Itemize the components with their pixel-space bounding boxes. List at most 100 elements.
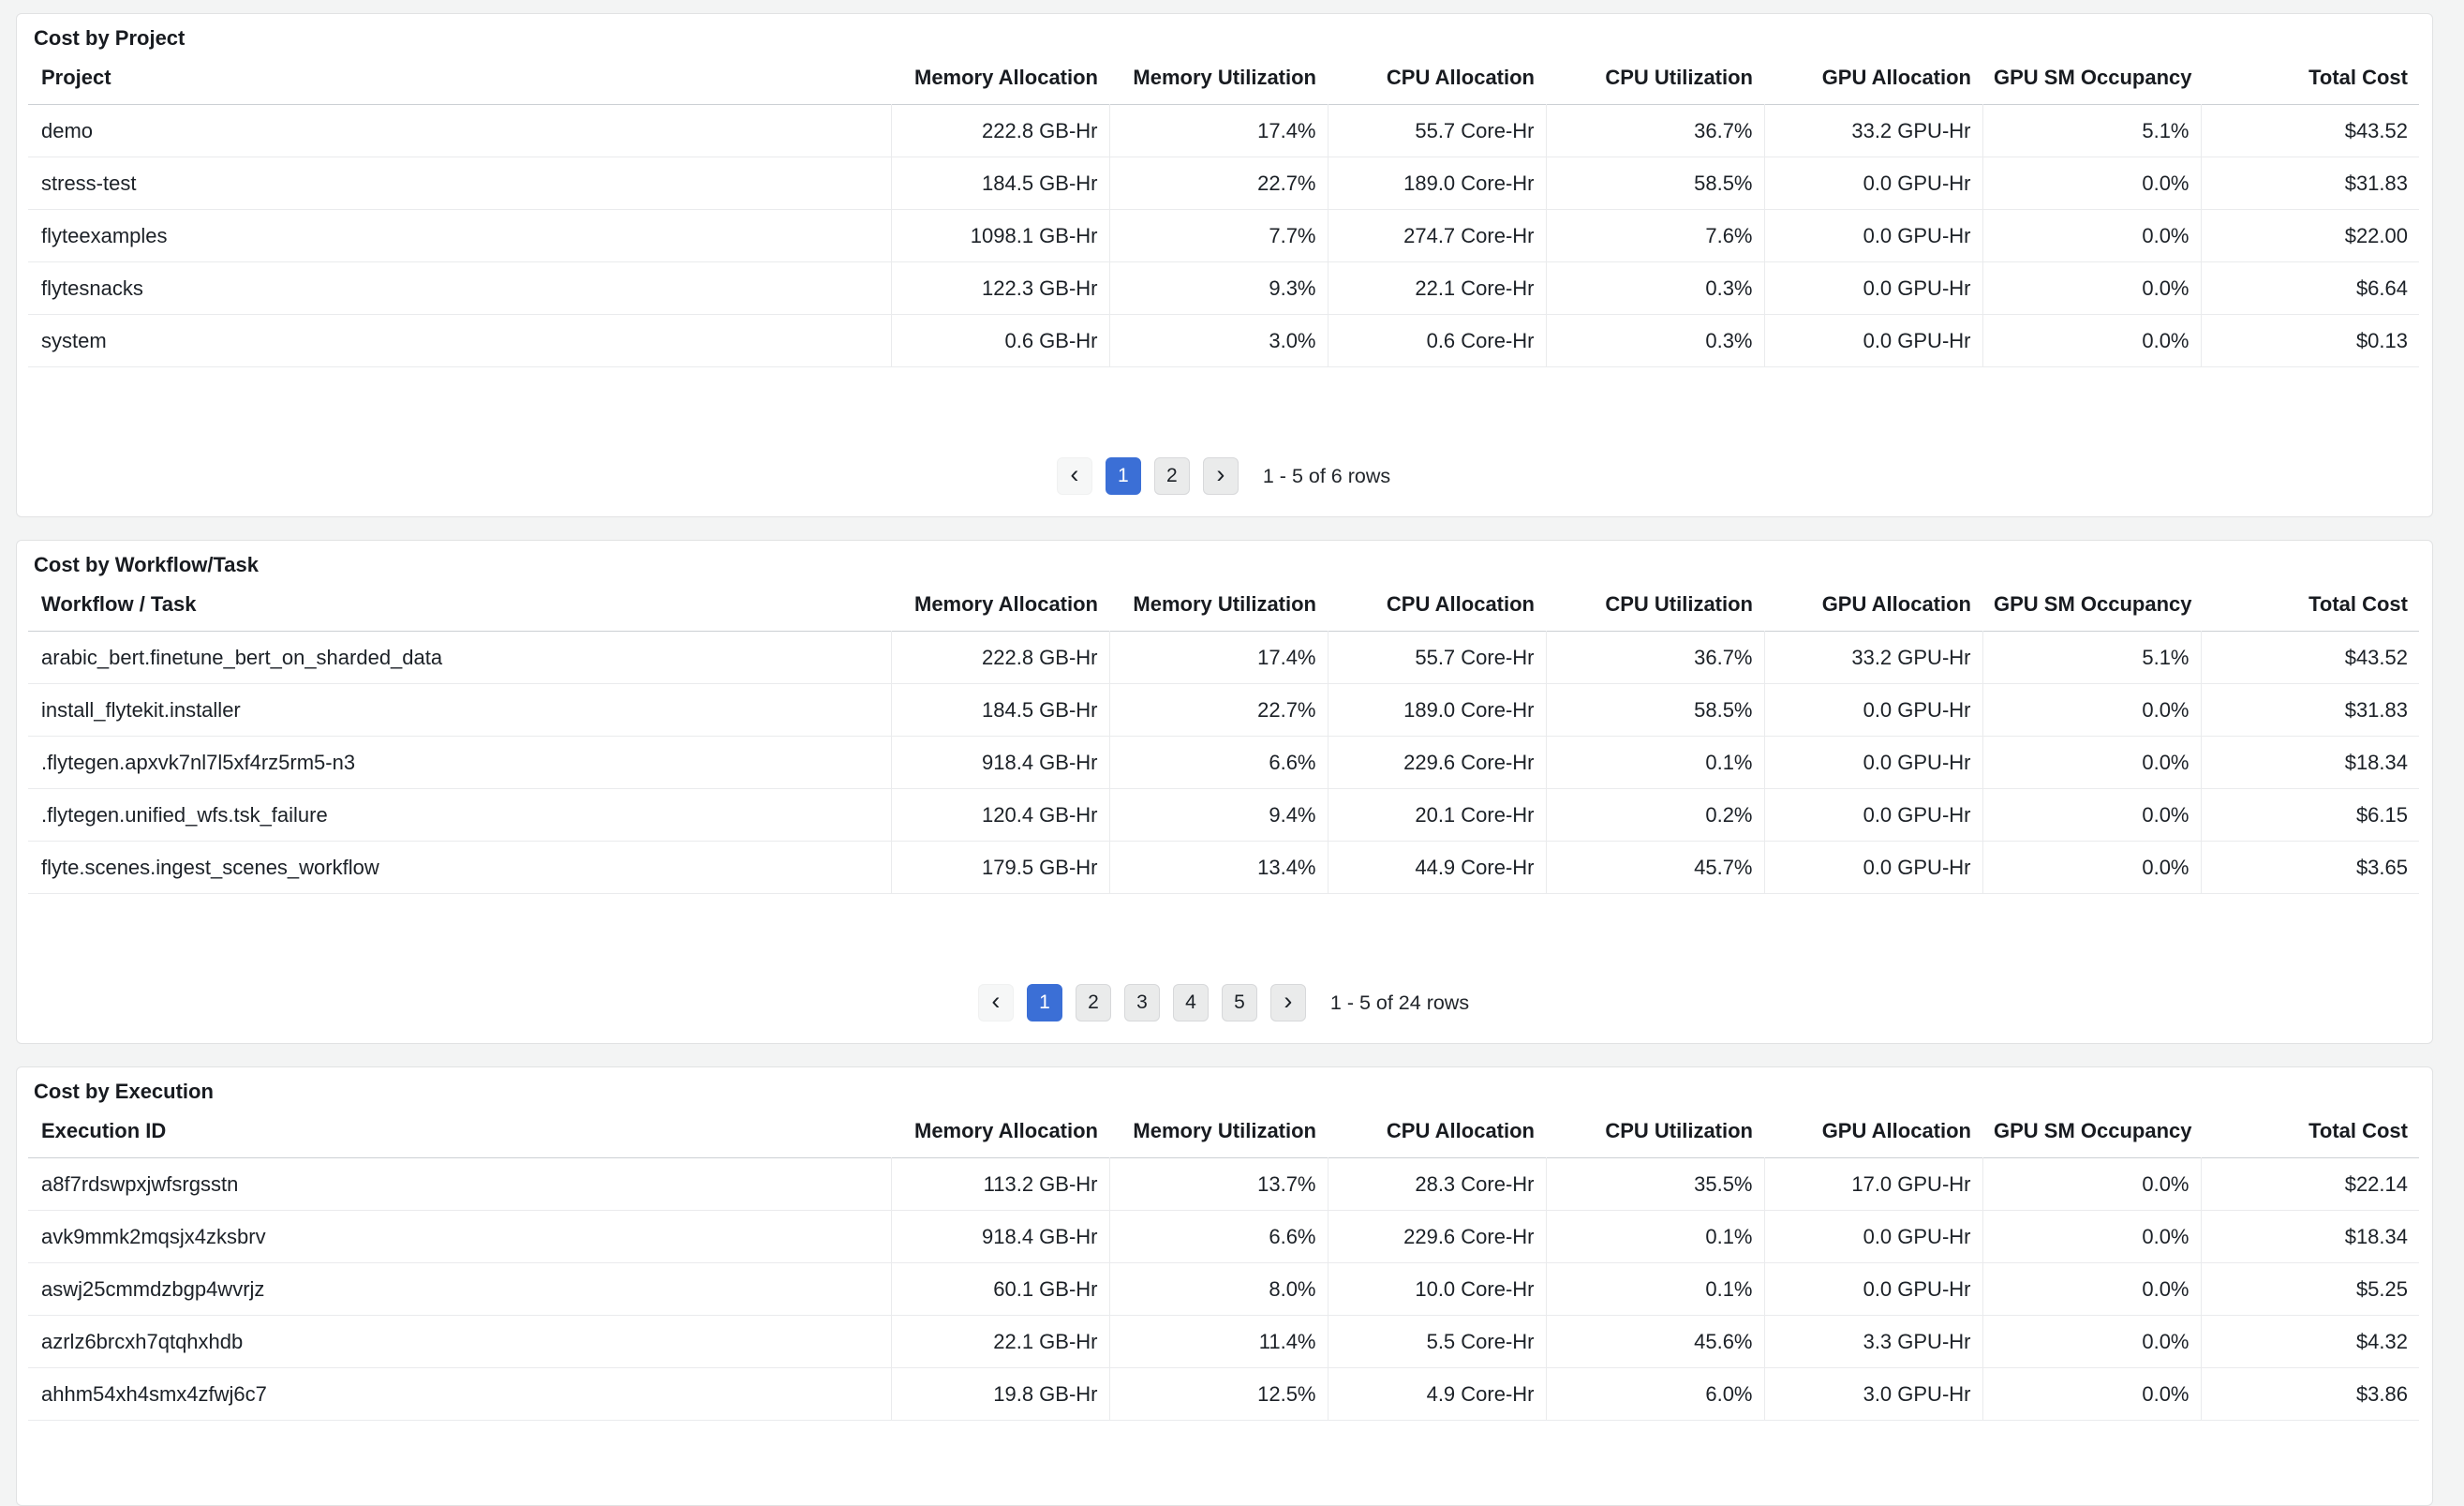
table-cell-name: flyteexamples — [28, 209, 891, 262]
table-cell-value: 0.0% — [1982, 1367, 2201, 1421]
page-button-1[interactable]: 1 — [1026, 984, 1062, 1021]
table-cell-value: 7.6% — [1545, 209, 1764, 262]
table-cell-value: 10.0 Core-Hr — [1327, 1262, 1546, 1316]
table-cell-value: 9.3% — [1108, 261, 1328, 315]
table-row: stress-test 184.5 GB-Hr 22.7% 189.0 Core-Hr… — [28, 157, 2419, 210]
table-cell-value: $43.52 — [2200, 631, 2419, 684]
table-header-row: Execution ID Memory Allocation Memory Util… — [28, 1107, 2419, 1158]
table-cell-name: flytesnacks — [28, 261, 891, 315]
table-cell-value: 222.8 GB-Hr — [890, 104, 1109, 157]
table-cell-value: 36.7% — [1545, 631, 1764, 684]
pagination-status: 1 - 5 of 6 rows — [1262, 464, 1391, 487]
table-row: system 0.6 GB-Hr 3.0% 0.6 Core-Hr 0.3% 0.0 GP… — [28, 314, 2419, 367]
table-row: ahhm54xh4smx4zfwj6c7 19.8 GB-Hr 12.5% 4.9 C… — [28, 1367, 2419, 1421]
table-row: aswj25cmmdzbgp4wvrjz 60.1 GB-Hr 8.0% 10.0 C… — [28, 1262, 2419, 1316]
table-cell-value: 0.0 GPU-Hr — [1763, 788, 1982, 842]
cost-by-project-card: Cost by Project Project Memory Allocation… — [16, 13, 2433, 517]
table-cell-value: 229.6 Core-Hr — [1327, 736, 1546, 789]
table-cell-value: 179.5 GB-Hr — [890, 841, 1109, 894]
table-row: .flytegen.apxvk7nl7l5xf4rz5rm5-n3 918.4 G… — [28, 736, 2419, 789]
column-header: GPU SM Occupancy — [1994, 1119, 2192, 1142]
column-header: Memory Utilization — [1133, 66, 1316, 89]
table-cell-value: 189.0 Core-Hr — [1327, 157, 1546, 210]
table-cell-value: 58.5% — [1545, 683, 1764, 737]
table-cell-value: $18.34 — [2200, 736, 2419, 789]
table-row: demo 222.8 GB-Hr 17.4% 55.7 Core-Hr 36.7% 33.… — [28, 104, 2419, 157]
table-cell-name: flyte.scenes.ingest_scenes_workflow — [28, 841, 891, 894]
table-cell-name: .flytegen.apxvk7nl7l5xf4rz5rm5-n3 — [28, 736, 891, 789]
table-row: install_flytekit.installer 184.5 GB-Hr 22.… — [28, 683, 2419, 737]
table-cell-value: 0.0% — [1982, 683, 2201, 737]
table-cell-value: 8.0% — [1108, 1262, 1328, 1316]
table-cell-value: $3.86 — [2200, 1367, 2419, 1421]
page-button-4[interactable]: 4 — [1172, 984, 1209, 1021]
table-cell-value: $22.00 — [2200, 209, 2419, 262]
table-cell-value: 3.3 GPU-Hr — [1763, 1315, 1982, 1368]
table-cell-name: arabic_bert.finetune_bert_on_sharded_dat… — [28, 631, 891, 684]
table-cell-value: 0.3% — [1545, 261, 1764, 315]
table-cell-value: 4.9 Core-Hr — [1327, 1367, 1546, 1421]
page-button-2[interactable]: 2 — [1075, 984, 1111, 1021]
table-cell-value: 12.5% — [1108, 1367, 1328, 1421]
table-cell-value: 0.0 GPU-Hr — [1763, 1210, 1982, 1263]
table-cell-name: avk9mmk2mqsjx4zksbrv — [28, 1210, 891, 1263]
table-cell-value: 229.6 Core-Hr — [1327, 1210, 1546, 1263]
page-button-2[interactable]: 2 — [1153, 457, 1190, 495]
column-header: Memory Allocation — [914, 592, 1098, 616]
table-row: arabic_bert.finetune_bert_on_sharded_dat… — [28, 631, 2419, 684]
table-cell-value: 20.1 Core-Hr — [1327, 788, 1546, 842]
page-button-5[interactable]: 5 — [1221, 984, 1257, 1021]
table-cell-value: 222.8 GB-Hr — [890, 631, 1109, 684]
table-cell-value: 3.0% — [1108, 314, 1328, 367]
column-header: CPU Allocation — [1386, 592, 1535, 616]
table-cell-value: 13.4% — [1108, 841, 1328, 894]
page-button-3[interactable]: 3 — [1123, 984, 1160, 1021]
next-page-button[interactable]: › — [1202, 457, 1239, 495]
table-cell-value: 55.7 Core-Hr — [1327, 104, 1546, 157]
table-cell-value: 120.4 GB-Hr — [890, 788, 1109, 842]
table-cell-value: 918.4 GB-Hr — [890, 1210, 1109, 1263]
cost-by-workflow-task-table: Workflow / Task Memory Allocation Memory U… — [28, 580, 2419, 894]
column-header: CPU Allocation — [1386, 1119, 1535, 1142]
table-cell-name: ahhm54xh4smx4zfwj6c7 — [28, 1367, 891, 1421]
column-header: GPU Allocation — [1821, 1119, 1971, 1142]
table-cell-value: $4.32 — [2200, 1315, 2419, 1368]
column-header: Workflow / Task — [41, 592, 197, 616]
column-header: CPU Allocation — [1386, 66, 1535, 89]
table-cell-value: 19.8 GB-Hr — [890, 1367, 1109, 1421]
table-cell-value: 45.6% — [1545, 1315, 1764, 1368]
column-header: CPU Utilization — [1605, 592, 1753, 616]
table-row: avk9mmk2mqsjx4zksbrv 918.4 GB-Hr 6.6% 229.6… — [28, 1210, 2419, 1263]
table-cell-value: 0.0% — [1982, 1157, 2201, 1211]
table-cell-value: 60.1 GB-Hr — [890, 1262, 1109, 1316]
table-cell-value: 0.6 Core-Hr — [1327, 314, 1546, 367]
table-row: flytesnacks 122.3 GB-Hr 9.3% 22.1 Core-Hr 0.… — [28, 261, 2419, 315]
page-button-1[interactable]: 1 — [1105, 457, 1141, 495]
table-cell-value: 184.5 GB-Hr — [890, 157, 1109, 210]
table-cell-value: 274.7 Core-Hr — [1327, 209, 1546, 262]
table-cell-value: $6.15 — [2200, 788, 2419, 842]
table-cell-value: 17.4% — [1108, 104, 1328, 157]
table-cell-value: 45.7% — [1545, 841, 1764, 894]
next-page-button[interactable]: › — [1269, 984, 1306, 1021]
table-cell-value: 9.4% — [1108, 788, 1328, 842]
prev-page-button[interactable]: ‹ — [1056, 457, 1092, 495]
card-title: Cost by Project — [34, 26, 186, 50]
column-header: CPU Utilization — [1605, 66, 1753, 89]
prev-page-button[interactable]: ‹ — [977, 984, 1014, 1021]
table-cell-name: aswj25cmmdzbgp4wvrjz — [28, 1262, 891, 1316]
table-row: flyte.scenes.ingest_scenes_workflow 179.5… — [28, 841, 2419, 894]
table-cell-value: 0.0% — [1982, 1315, 2201, 1368]
table-body: arabic_bert.finetune_bert_on_sharded_dat… — [28, 631, 2419, 894]
table-header: Project Memory Allocation Memory Utilizati… — [28, 53, 2419, 105]
table-cell-value: $31.83 — [2200, 683, 2419, 737]
column-header: GPU Allocation — [1821, 66, 1971, 89]
table-cell-name: stress-test — [28, 157, 891, 210]
column-header: Memory Allocation — [914, 66, 1098, 89]
table-cell-name: azrlz6brcxh7qtqhxhdb — [28, 1315, 891, 1368]
table-cell-value: 3.0 GPU-Hr — [1763, 1367, 1982, 1421]
table-cell-value: 17.0 GPU-Hr — [1763, 1157, 1982, 1211]
table-cell-value: 44.9 Core-Hr — [1327, 841, 1546, 894]
table-cell-value: 184.5 GB-Hr — [890, 683, 1109, 737]
table-cell-name: demo — [28, 104, 891, 157]
